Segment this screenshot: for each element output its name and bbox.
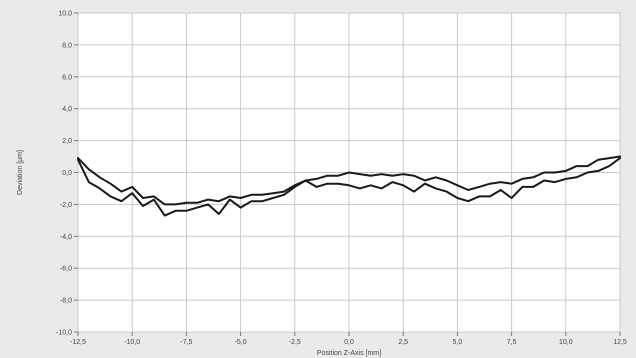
y-tick-label: 10,0 — [58, 11, 72, 18]
x-tick-label: 7,5 — [507, 339, 517, 346]
y-tick-label: -4,0 — [60, 234, 72, 241]
y-tick-label: 0,0 — [62, 170, 72, 177]
y-axis-ticks: 10,0 8,0 6,0 4,0 2,0 0,0 -2,0 -4,0 -6,0 -8,0 -10,0 — [56, 11, 78, 337]
x-axis-label: Position Z-Axis [mm] — [317, 350, 381, 357]
x-tick-label: 2,5 — [398, 339, 408, 346]
series-line-2 — [77, 157, 621, 217]
x-tick-label: -10,0 — [124, 339, 140, 346]
x-tick-label: 10,0 — [559, 339, 573, 346]
y-tick-label: 8,0 — [62, 42, 72, 49]
series-lines — [77, 155, 621, 217]
y-tick-label: 2,0 — [62, 138, 72, 145]
y-tick-label: -2,0 — [60, 202, 72, 209]
x-tick-label: 5,0 — [453, 339, 463, 346]
x-axis-ticks: -12,5 -10,0 -7,5 -5,0 -2,5 0,0 2,5 5,0 7,5 10,0 12… — [70, 332, 627, 346]
y-axis-label: Deviation [µm] — [17, 150, 24, 195]
x-tick-label: 12,5 — [613, 339, 627, 346]
x-tick-label: -5,0 — [235, 339, 247, 346]
series-line-1 — [77, 155, 621, 206]
y-tick-label: 6,0 — [62, 74, 72, 81]
x-tick-label: -2,5 — [289, 339, 301, 346]
x-tick-label: -12,5 — [70, 339, 86, 346]
y-tick-label: 4,0 — [62, 106, 72, 113]
y-tick-label: -6,0 — [60, 266, 72, 273]
x-tick-label: 0,0 — [344, 339, 354, 346]
y-tick-label: -8,0 — [60, 298, 72, 305]
x-tick-label: -7,5 — [180, 339, 192, 346]
y-tick-label: -10,0 — [56, 330, 72, 337]
